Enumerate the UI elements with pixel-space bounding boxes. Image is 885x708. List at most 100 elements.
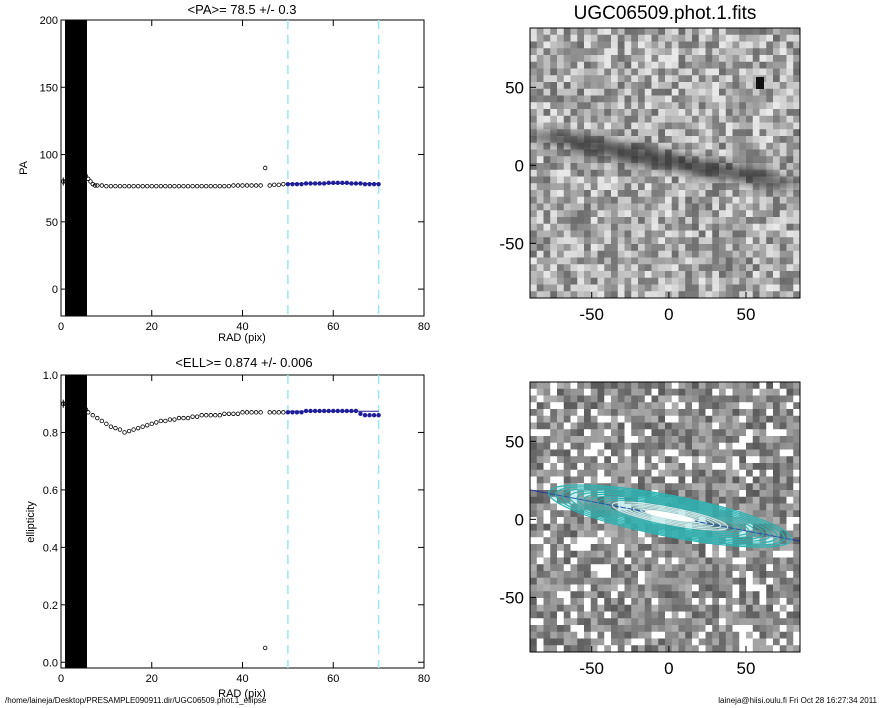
image-pixel xyxy=(759,183,767,191)
image-pixel xyxy=(570,510,578,518)
image-pixel xyxy=(786,523,794,531)
image-pixel xyxy=(766,537,774,545)
data-point xyxy=(253,410,259,415)
ellipticity-inner-region xyxy=(65,375,87,668)
image-pixel xyxy=(644,442,652,450)
image-pixel xyxy=(739,34,747,42)
image-pixel xyxy=(698,237,706,245)
image-pixel xyxy=(665,409,673,417)
image-pixel xyxy=(779,395,787,403)
image-pixel xyxy=(746,68,754,76)
image-pixel xyxy=(638,196,646,204)
image-pixel xyxy=(550,604,558,612)
image-pixel xyxy=(651,109,659,117)
image-pixel xyxy=(597,75,605,83)
image-pixel xyxy=(651,638,659,646)
image-pixel xyxy=(651,564,659,572)
image-pixel xyxy=(638,122,646,130)
image-pixel xyxy=(719,429,727,437)
image-pixel xyxy=(678,422,686,430)
image-pixel xyxy=(604,429,612,437)
image-pixel xyxy=(766,88,774,96)
image-pixel xyxy=(692,34,700,42)
image-pixel xyxy=(590,129,598,137)
image-pixel xyxy=(563,41,571,49)
image-pixel xyxy=(732,68,740,76)
image-pixel xyxy=(766,223,774,231)
data-point xyxy=(190,183,195,189)
image-pixel xyxy=(698,564,706,572)
image-pixel xyxy=(705,156,713,164)
image-pixel xyxy=(719,422,727,430)
image-pixel xyxy=(604,402,612,410)
data-point xyxy=(83,173,89,179)
image-pixel xyxy=(543,429,551,437)
image-pixel xyxy=(584,203,592,211)
image-pixel xyxy=(779,142,787,150)
image-pixel xyxy=(557,530,565,538)
image-pixel xyxy=(759,34,767,42)
image-pixel xyxy=(685,550,693,558)
data-point xyxy=(299,410,304,415)
image-pixel xyxy=(536,122,544,130)
image-pixel xyxy=(698,129,706,137)
image-pixel xyxy=(779,645,787,652)
image-pixel xyxy=(779,156,787,164)
image-pixel xyxy=(577,436,585,444)
image-pixel xyxy=(644,210,652,218)
image-pixel xyxy=(678,604,686,612)
image-pixel xyxy=(644,577,652,585)
image-pixel xyxy=(611,517,619,525)
image-pixel xyxy=(725,618,733,626)
data-point xyxy=(317,181,322,186)
image-pixel xyxy=(550,503,558,511)
image-pixel xyxy=(725,584,733,592)
image-pixel xyxy=(665,28,673,36)
image-pixel xyxy=(543,142,551,150)
image-pixel xyxy=(617,237,625,245)
image-pixel xyxy=(766,395,774,403)
image-pixel xyxy=(631,48,639,56)
image-pixel xyxy=(692,183,700,191)
image-pixel xyxy=(590,48,598,56)
image-pixel xyxy=(732,88,740,96)
image-pixel xyxy=(536,109,544,117)
image-pixel xyxy=(739,129,747,137)
image-pixel xyxy=(590,223,598,231)
image-pixel xyxy=(759,230,767,238)
image-pixel xyxy=(779,55,787,63)
image-pixel xyxy=(759,291,767,298)
image-pixel xyxy=(779,564,787,572)
image-pixel xyxy=(597,382,605,390)
image-pixel xyxy=(732,523,740,531)
image-pixel xyxy=(543,456,551,464)
image-pixel xyxy=(746,456,754,464)
image-pixel xyxy=(536,230,544,238)
image-pixel xyxy=(597,257,605,265)
image-pixel xyxy=(725,631,733,639)
image-pixel xyxy=(692,544,700,552)
image-pixel xyxy=(719,382,727,390)
image-pixel xyxy=(570,611,578,619)
image-pixel xyxy=(705,388,713,396)
data-point xyxy=(331,180,336,185)
image-pixel xyxy=(766,503,774,511)
image-pixel xyxy=(550,564,558,572)
image-pixel xyxy=(611,638,619,646)
footer-file-path: /home/laineja/Desktop/PRESAMPLE090911.di… xyxy=(5,696,267,705)
image-pixel xyxy=(536,388,544,396)
image-pixel xyxy=(725,442,733,450)
image-pixel xyxy=(705,611,713,619)
data-point xyxy=(199,413,204,418)
image-pixel xyxy=(550,48,558,56)
image-pixel xyxy=(557,210,565,218)
image-pixel xyxy=(624,456,632,464)
image-pixel xyxy=(705,95,713,103)
image-pixel xyxy=(786,55,794,63)
image-pixel xyxy=(557,496,565,504)
image-pixel xyxy=(752,409,760,417)
image-pixel xyxy=(577,496,585,504)
image-pixel xyxy=(759,638,767,646)
image-pixel xyxy=(631,102,639,110)
image-pixel xyxy=(584,496,592,504)
